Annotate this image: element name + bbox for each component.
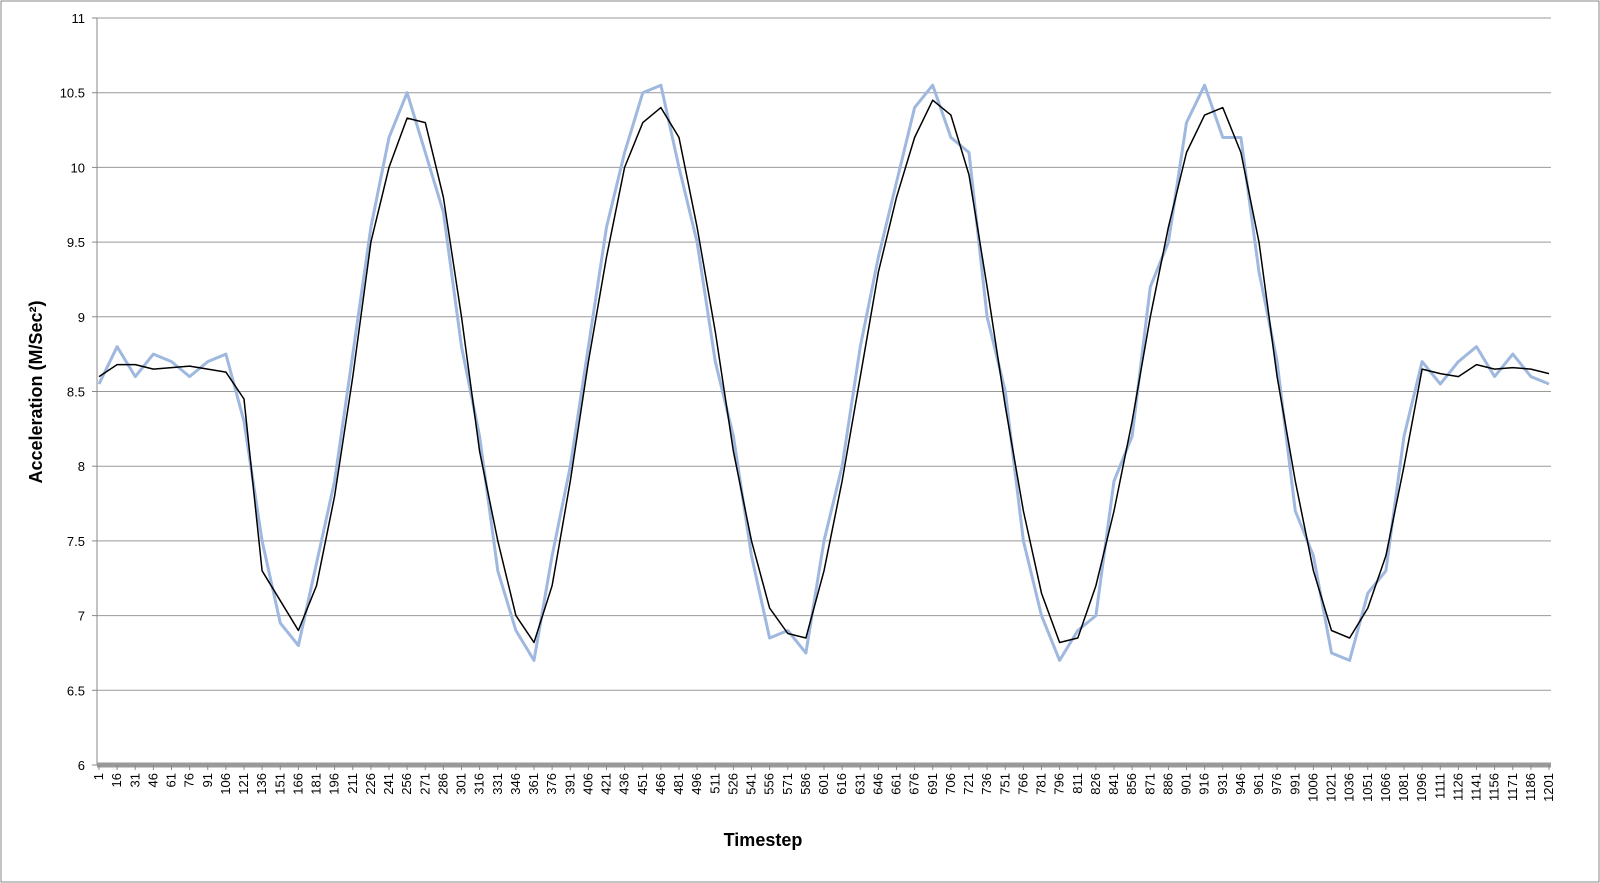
- x-tick-label: 511: [707, 773, 722, 794]
- x-tick-label: 976: [1269, 773, 1284, 795]
- x-tick-label: 766: [1015, 773, 1030, 795]
- x-tick-label: 1156: [1487, 773, 1502, 801]
- x-tick-label: 16: [109, 773, 124, 787]
- x-tick-label: 256: [399, 773, 414, 795]
- x-tick-label: 301: [454, 773, 469, 795]
- x-tick-label: 331: [490, 773, 505, 795]
- x-tick-label: 571: [780, 773, 795, 795]
- y-tick-label: 11: [72, 11, 86, 26]
- x-tick-label: 901: [1179, 773, 1194, 795]
- y-tick-label: 6.5: [67, 683, 85, 698]
- x-tick-label: 721: [961, 773, 976, 795]
- x-tick-label: 136: [254, 773, 269, 795]
- x-tick-label: 436: [617, 773, 632, 795]
- y-tick-label: 10.5: [60, 86, 85, 101]
- y-tick-label: 7.5: [67, 534, 85, 549]
- x-tick-label: 241: [381, 773, 396, 795]
- x-tick-label: 961: [1251, 773, 1266, 795]
- x-tick-label: 991: [1287, 773, 1302, 795]
- x-tick-label: 796: [1052, 773, 1067, 795]
- x-tick-label: 316: [472, 773, 487, 795]
- x-tick-label: 1021: [1324, 773, 1339, 802]
- x-tick-label: 376: [544, 773, 559, 795]
- x-tick-label: 1141: [1469, 773, 1484, 801]
- x-tick-label: 346: [508, 773, 523, 795]
- x-tick-label: 31: [127, 773, 142, 787]
- x-tick-label: 1066: [1378, 773, 1393, 802]
- x-tick-label: 91: [200, 773, 215, 787]
- x-tick-label: 631: [852, 773, 867, 795]
- x-tick-label: 751: [997, 773, 1012, 795]
- x-tick-label: 661: [889, 773, 904, 795]
- y-tick-label: 9.5: [67, 235, 85, 250]
- x-tick-label: 856: [1124, 773, 1139, 795]
- series-line: [98, 99, 1550, 644]
- y-tick-label: 8: [78, 459, 85, 474]
- y-tick-label: 8.5: [67, 385, 85, 400]
- x-tick-label: 526: [725, 773, 740, 795]
- x-tick-label: 1051: [1360, 773, 1375, 802]
- x-tick-label: 496: [689, 773, 704, 795]
- y-axis-label: Acceleration (M/Sec²): [26, 300, 46, 483]
- x-tick-label: 556: [762, 773, 777, 795]
- x-tick-label: 706: [943, 773, 958, 795]
- x-tick-label: 1126: [1450, 773, 1465, 801]
- x-tick-label: 1201: [1541, 773, 1556, 802]
- x-tick-label: 121: [236, 773, 251, 795]
- x-tick-label: 61: [164, 773, 179, 787]
- x-tick-label: 736: [979, 773, 994, 795]
- x-tick-label: 931: [1215, 773, 1230, 795]
- x-tick-label: 781: [1034, 773, 1049, 795]
- x-tick-label: 106: [218, 773, 233, 795]
- x-tick-label: 1186: [1523, 773, 1538, 801]
- x-tick-label: 601: [816, 773, 831, 795]
- x-tick-label: 181: [309, 773, 324, 795]
- x-tick-label: 76: [182, 773, 197, 787]
- x-tick-label: 691: [925, 773, 940, 795]
- x-tick-label: 421: [599, 773, 614, 795]
- x-tick-label: 616: [834, 773, 849, 795]
- x-tick-label: 151: [272, 773, 287, 795]
- x-axis-label: Timestep: [724, 830, 803, 850]
- x-tick-label: 916: [1197, 773, 1212, 795]
- x-tick-label: 676: [907, 773, 922, 795]
- x-tick-label: 1081: [1396, 773, 1411, 802]
- x-tick-label: 1036: [1342, 773, 1357, 802]
- x-tick-label: 196: [327, 773, 342, 795]
- x-tick-label: 211: [345, 773, 360, 794]
- x-tick-label: 586: [798, 773, 813, 795]
- y-tick-label: 10: [71, 160, 85, 175]
- x-tick-label: 286: [435, 773, 450, 795]
- x-tick-label: 466: [653, 773, 668, 795]
- x-tick-label: 391: [562, 773, 577, 795]
- y-tick-label: 7: [78, 609, 85, 624]
- x-tick-label: 841: [1106, 773, 1121, 795]
- x-tick-label: 886: [1160, 773, 1175, 795]
- x-tick-label: 1: [91, 773, 106, 780]
- x-tick-label: 946: [1233, 773, 1248, 795]
- x-tick-label: 1111: [1432, 773, 1447, 799]
- x-tick-label: 406: [580, 773, 595, 795]
- x-tick-label: 451: [635, 773, 650, 795]
- y-tick-label: 9: [78, 310, 85, 325]
- x-tick-label: 1006: [1305, 773, 1320, 802]
- x-tick-label: 226: [363, 773, 378, 795]
- x-tick-label: 541: [744, 773, 759, 795]
- x-tick-label: 811: [1070, 773, 1085, 794]
- y-tick-label: 6: [78, 758, 85, 773]
- x-tick-label: 46: [145, 773, 160, 787]
- x-tick-label: 1096: [1414, 773, 1429, 802]
- x-tick-label: 166: [290, 773, 305, 795]
- x-tick-label: 361: [526, 773, 541, 795]
- x-tick-label: 646: [870, 773, 885, 795]
- x-tick-label: 481: [671, 773, 686, 795]
- x-tick-label: 826: [1088, 773, 1103, 795]
- x-tick-label: 871: [1142, 773, 1157, 795]
- x-tick-label: 1171: [1505, 773, 1520, 801]
- x-tick-label: 271: [417, 773, 432, 795]
